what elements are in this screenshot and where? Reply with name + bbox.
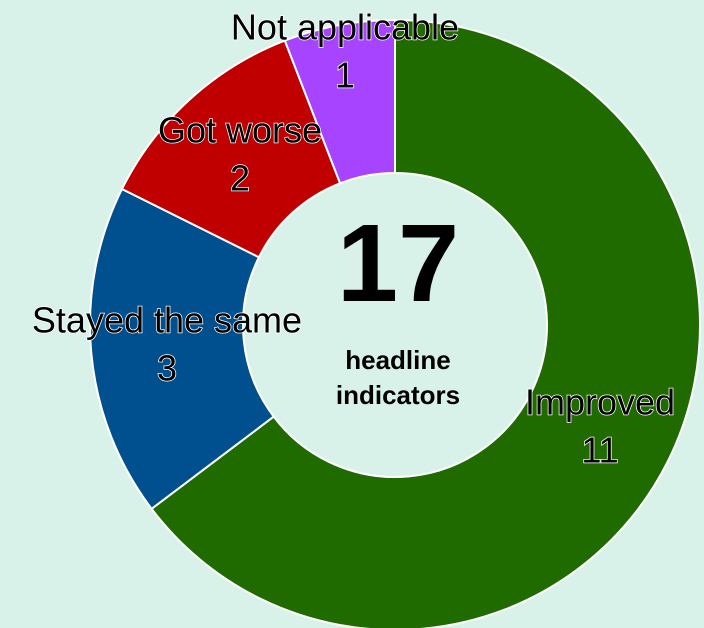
donut-slice	[89, 187, 276, 511]
center-label: indicators	[336, 380, 460, 410]
center-label: headline	[345, 345, 450, 375]
slice-value: 1	[335, 55, 355, 96]
slice-label: Improved	[525, 382, 675, 423]
slice-value: 2	[230, 158, 250, 199]
slice-label: Stayed the same	[32, 300, 302, 341]
slice-label: Not applicable	[231, 7, 459, 48]
donut-slice	[283, 18, 396, 185]
donut-slice	[120, 39, 342, 259]
slice-label: Got worse	[158, 110, 322, 151]
center-value: 17	[337, 202, 459, 325]
donut-slice	[150, 18, 701, 628]
slice-value: 3	[157, 348, 177, 389]
slice-value: 11	[581, 430, 618, 471]
slices	[89, 18, 701, 628]
